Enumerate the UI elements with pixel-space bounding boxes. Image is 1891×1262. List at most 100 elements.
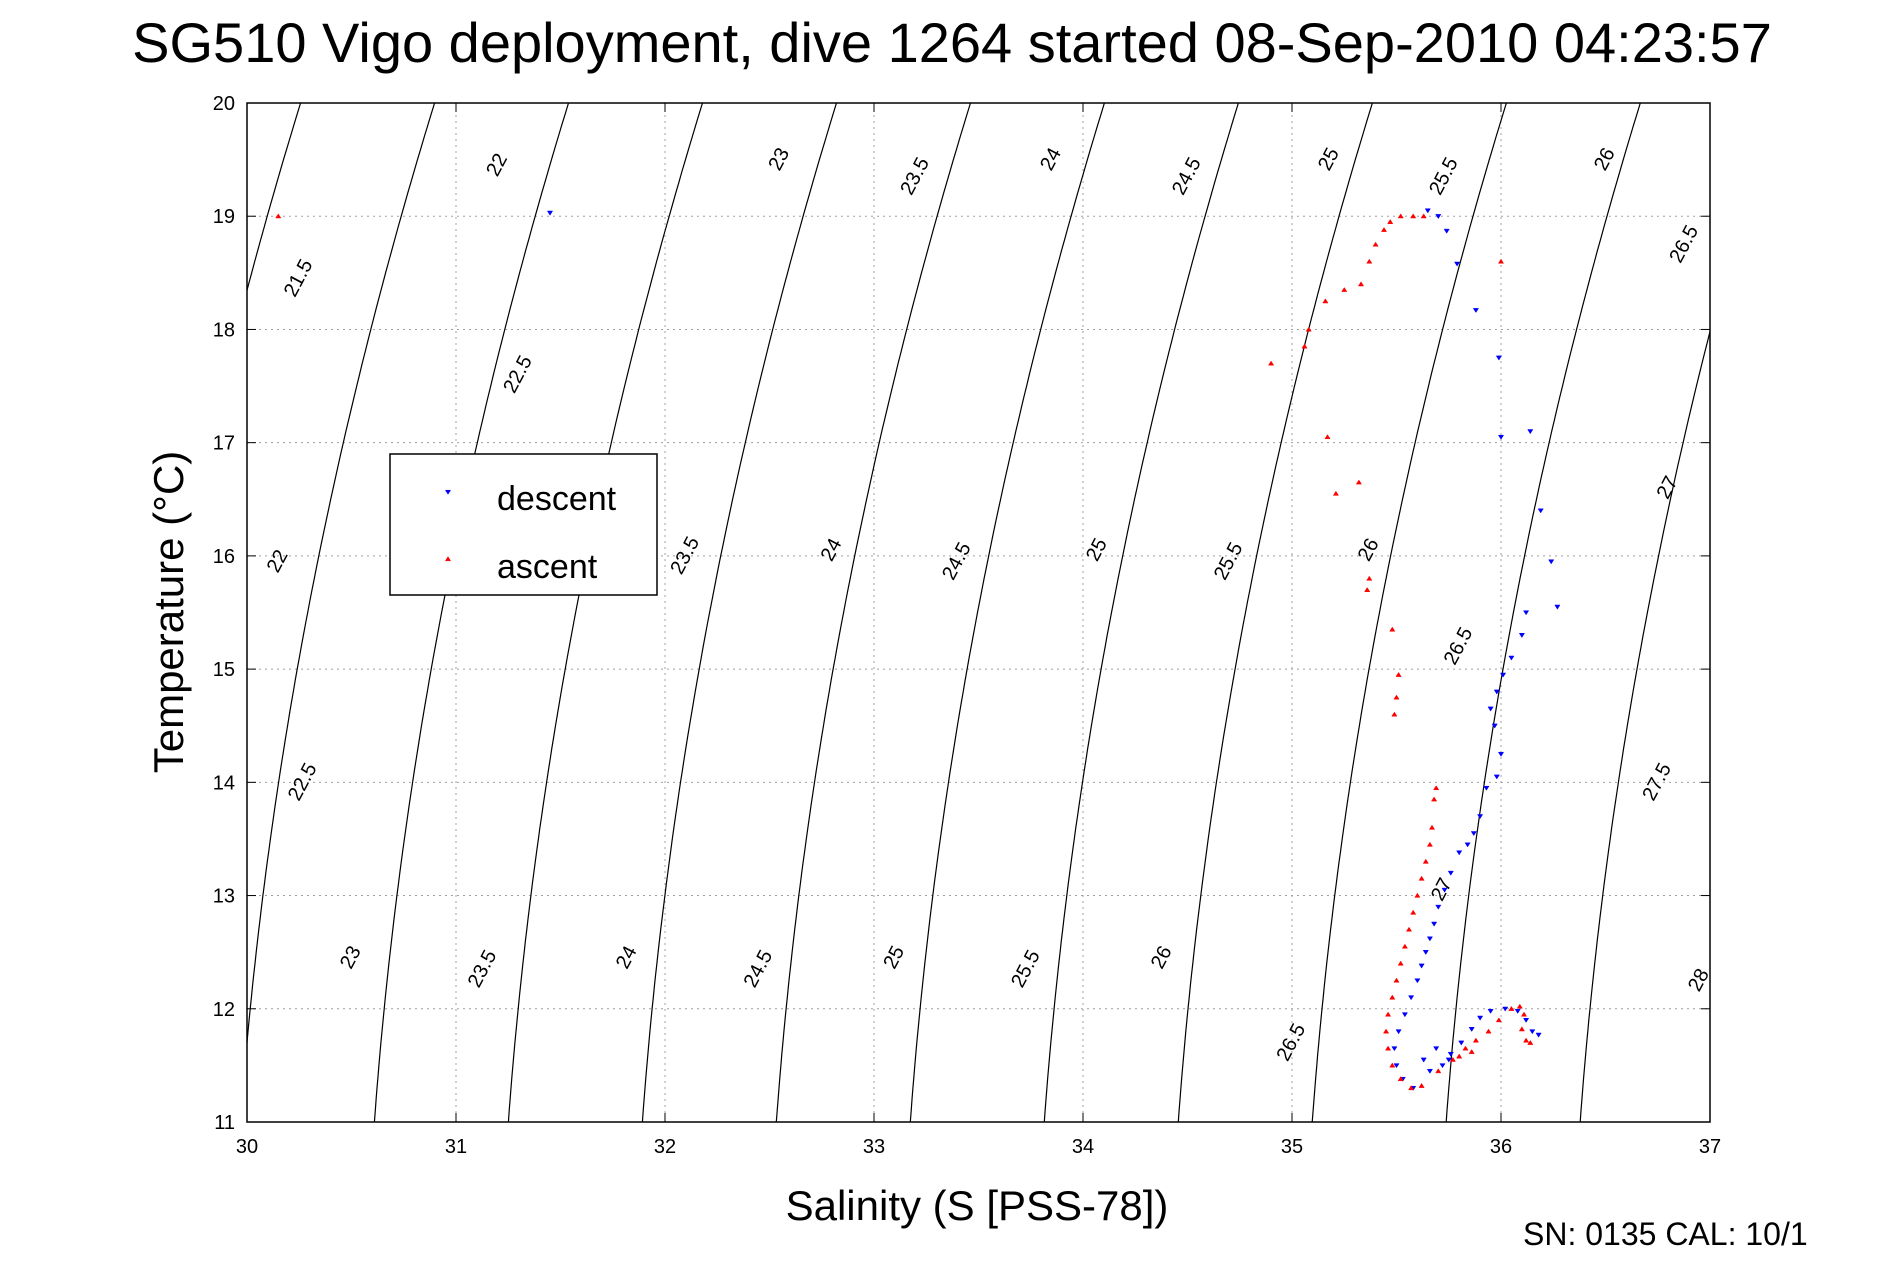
data-point-ascent [1385, 1045, 1392, 1051]
density-contour [775, 103, 972, 1122]
legend-symbol-ascent [444, 556, 452, 562]
chart-title: SG510 Vigo deployment, dive 1264 started… [132, 11, 1772, 74]
data-point-descent [1445, 1057, 1452, 1063]
data-point-ascent [1397, 960, 1404, 966]
data-point-descent [1495, 355, 1502, 361]
x-tick-label: 31 [445, 1136, 467, 1158]
data-point-ascent [1366, 258, 1373, 264]
data-point-descent [1456, 850, 1463, 856]
data-point-descent [1395, 1029, 1402, 1035]
data-point-descent [1441, 887, 1448, 893]
y-tick-label: 20 [213, 93, 235, 115]
data-point-descent [1433, 1046, 1440, 1052]
data-point-ascent [1410, 909, 1417, 915]
data-point-descent [546, 210, 554, 216]
data-point-ascent [1268, 360, 1275, 366]
data-point-ascent [1372, 241, 1379, 247]
series-ascent [275, 213, 1534, 1091]
density-contour [1043, 103, 1239, 1122]
data-point-ascent [1366, 575, 1373, 581]
data-point-ascent [1418, 875, 1425, 881]
plot-frame [246, 102, 1711, 1123]
data-point-descent [1487, 1008, 1494, 1014]
data-point-ascent [1472, 1037, 1479, 1043]
data-point-ascent [1355, 479, 1362, 485]
data-point-ascent [1332, 490, 1339, 496]
legend-marker-ascent [444, 556, 452, 562]
data-point-ascent [1380, 227, 1388, 232]
data-point-ascent [1389, 626, 1396, 632]
data-point-ascent [1364, 587, 1371, 592]
data-point-descent [1523, 610, 1530, 616]
data-point-descent [1391, 1046, 1398, 1052]
data-point-ascent [1527, 1039, 1534, 1045]
data-point-ascent [1518, 1026, 1525, 1032]
y-tick-label: 17 [213, 433, 235, 455]
data-point-ascent [1385, 1011, 1392, 1017]
data-point-descent [1535, 1032, 1542, 1038]
data-point-descent [1472, 308, 1479, 313]
data-point-descent [1464, 842, 1471, 848]
data-point-descent [1418, 963, 1425, 969]
data-point-descent [1537, 508, 1544, 514]
data-point-ascent [1408, 1085, 1415, 1091]
data-point-ascent [1520, 1011, 1528, 1017]
data-point-ascent [1422, 858, 1429, 864]
data-point-descent [1408, 995, 1415, 1001]
data-point-descent [1529, 1029, 1536, 1035]
density-contour [373, 103, 570, 1122]
data-point-descent [1426, 936, 1433, 942]
data-point-ascent [1397, 213, 1404, 219]
data-point-ascent [1393, 977, 1400, 983]
x-tick-label: 35 [1281, 1136, 1303, 1158]
density-contour [507, 103, 704, 1122]
y-tick-label: 13 [213, 886, 235, 908]
legend-symbol-descent [444, 489, 452, 495]
data-point-descent [1470, 831, 1477, 837]
data-point-descent [1497, 434, 1505, 440]
data-point-ascent [1449, 1056, 1456, 1062]
x-tick-label: 34 [1072, 1136, 1094, 1158]
data-point-ascent [1391, 711, 1398, 717]
data-point-descent [1487, 706, 1494, 712]
y-tick-label: 19 [213, 206, 235, 228]
data-point-ascent [1301, 343, 1308, 349]
data-point-ascent [1462, 1045, 1469, 1051]
data-point-descent [1420, 1057, 1427, 1063]
y-axis-title: Temperature (°C) [145, 451, 192, 774]
data-point-descent [1527, 429, 1534, 435]
data-point-descent [1447, 1051, 1454, 1057]
legend-label-ascent: ascent [497, 548, 598, 586]
data-point-ascent [1393, 694, 1400, 700]
data-point-descent [1422, 950, 1429, 955]
data-point-ascent [1401, 943, 1408, 949]
data-point-descent [1393, 1063, 1400, 1069]
data-point-descent [1491, 723, 1498, 729]
density-contour [247, 103, 302, 293]
data-point-descent [1447, 870, 1454, 876]
serial-calibration-footer: SN: 0135 CAL: 10/1 [1523, 1216, 1808, 1252]
data-point-descent [1554, 604, 1561, 610]
data-point-descent [1424, 208, 1431, 214]
data-point-descent [1483, 785, 1490, 791]
data-point-descent [1426, 1068, 1433, 1074]
data-point-ascent [1435, 1068, 1442, 1074]
data-point-ascent [1428, 824, 1436, 830]
data-point-ascent [1485, 1028, 1492, 1034]
x-tick-label: 37 [1699, 1136, 1721, 1158]
data-point-descent [1414, 978, 1421, 984]
data-point-ascent [1324, 434, 1331, 440]
density-contour [641, 103, 838, 1122]
data-point-ascent [1322, 298, 1329, 304]
density-contour [247, 103, 436, 1049]
data-point-descent [1497, 751, 1505, 757]
data-point-descent [1518, 633, 1525, 638]
data-point-descent [1477, 814, 1484, 820]
y-tick-label: 12 [213, 999, 235, 1021]
data-point-ascent [1387, 219, 1394, 224]
y-tick-label: 16 [213, 546, 235, 568]
x-tick-label: 36 [1490, 1136, 1512, 1158]
density-contour [1311, 103, 1507, 1122]
data-point-ascent [1431, 796, 1438, 802]
data-point-descent [1493, 774, 1500, 780]
